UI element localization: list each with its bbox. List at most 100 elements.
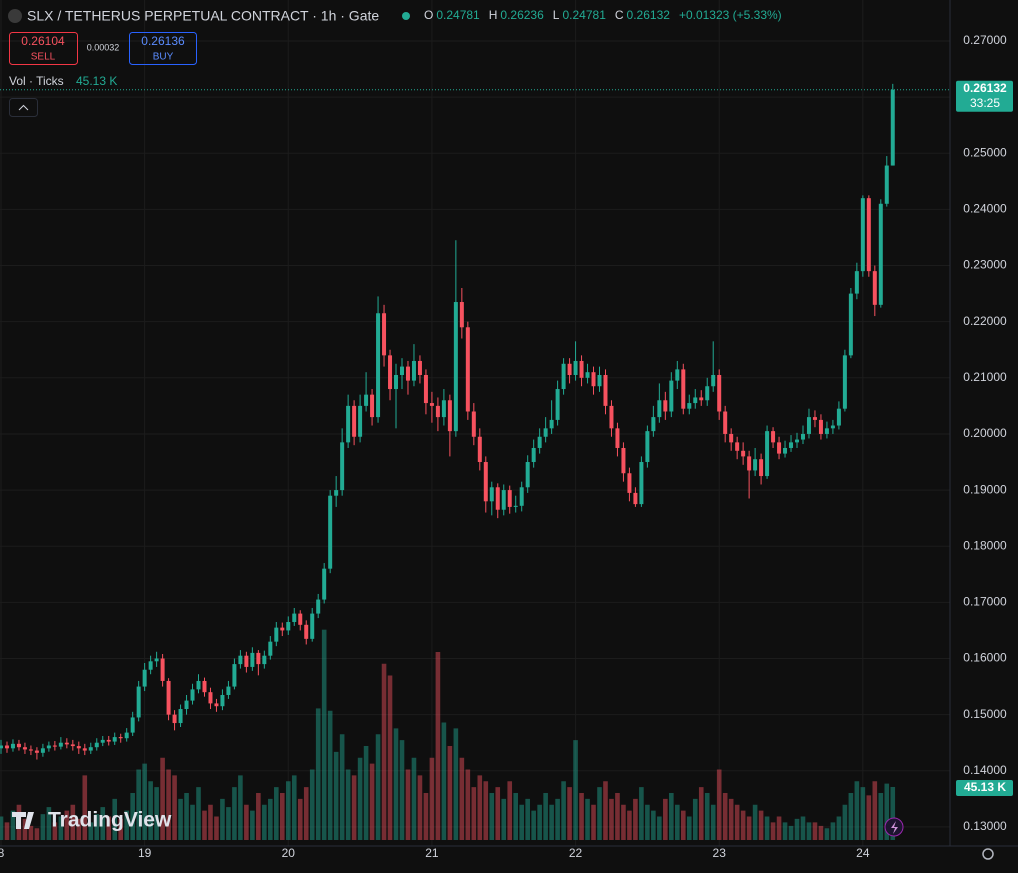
ohlc-label: C [614,8,624,22]
ohlc-value: 0.26132 [626,8,670,22]
volume-bar [429,757,435,840]
candle-body [513,505,518,507]
candle-body [597,375,602,387]
candle-body [214,703,219,707]
candle-body [812,417,817,420]
sell-button[interactable] [9,32,78,65]
volume-bar [537,804,542,840]
candle-body [64,742,69,745]
volume-bar [471,787,477,840]
volume-bar [483,781,489,840]
candle-body [136,686,141,718]
candle-body [429,403,434,406]
volume-bar [46,807,52,840]
volume-bar [220,798,225,840]
volume-bar [549,804,554,840]
volume-bar [387,675,393,840]
volume-bar [579,793,584,840]
alert-bolt [891,821,898,834]
volume-bar [0,816,4,840]
candle-body [741,450,746,457]
candle-body [40,748,45,753]
volume-bar [166,769,171,840]
candle-body [681,369,686,409]
volume-bar [88,822,94,840]
candle-body [753,459,758,471]
x-tick-label: 8 [0,846,5,860]
buy-button[interactable] [129,32,197,65]
candle-body [190,689,195,701]
volume-bar [525,798,530,840]
x-tick-label: 23 [713,846,727,860]
candle-body [699,397,704,401]
candle-body [441,400,446,418]
volume-bar [890,786,896,840]
volume-bar [794,818,800,840]
volume-bar [651,810,656,840]
y-tick-label: 0.24000 [963,202,1007,216]
candle-body [358,405,363,437]
volume-bar [369,763,375,840]
volume-bar [531,810,536,840]
candle-body [250,652,255,667]
candle-body [70,744,75,747]
volume-bar [710,804,716,840]
volume-bar [615,793,620,840]
candle-body [394,375,399,390]
volume-bar [250,810,255,840]
candle-body [388,355,393,390]
candle-body [417,360,422,376]
candle-body [196,680,201,690]
ohlc-label: O [424,8,434,22]
candle-body [423,375,428,404]
candle-body [154,658,159,662]
candle-body [830,425,835,429]
volume-bar [184,793,189,840]
volume-bar [327,710,333,840]
candle-body [202,680,207,693]
volume-title: Vol · Ticks [9,74,64,88]
volume-bar [866,795,872,840]
change: +0.01323 (+5.33%) [678,8,782,22]
settings-icon[interactable] [982,848,994,860]
volume-bar [393,728,399,840]
price-pane [0,83,950,760]
chart-title: SLX / TETHERUS PERPETUAL CONTRACT · 1h ·… [27,8,379,24]
volume-bar [417,775,423,840]
volume-bar [22,818,28,840]
volume-bar [256,793,261,840]
volume-bar [573,740,578,840]
candle-body [639,462,644,505]
candle-body [238,655,243,665]
candle-body [860,198,865,272]
candle-body [477,436,482,463]
volume-bar [585,798,590,840]
volume-bar [142,763,147,840]
candle-body [459,302,464,328]
volume-bar [812,822,818,840]
volume-bar [154,787,159,840]
volume-bar [172,775,177,840]
volume-bar [830,822,836,840]
ohlc-legend: O 0.24781 H 0.26236 L 0.24781 C 0.26132 +0.0… [424,8,788,22]
volume-bar [4,822,10,840]
candle-body [663,400,668,412]
candle-body [848,293,853,356]
candle-body [549,419,554,429]
volume-bar [274,787,279,840]
volume-bar [465,769,471,840]
volume-last-box [956,779,1013,796]
volume-bar [226,807,231,840]
volume-bar [357,757,363,840]
candle-body [16,743,21,748]
volume-bar [435,652,441,840]
volume-bar [321,629,327,840]
candle-body [555,389,560,420]
volume-bar [70,804,76,840]
volume-bar [740,810,746,840]
y-tick-label: 0.23000 [963,258,1007,272]
candle-body [334,490,339,496]
collapse-button[interactable] [9,98,38,117]
volume-bar [345,769,351,840]
